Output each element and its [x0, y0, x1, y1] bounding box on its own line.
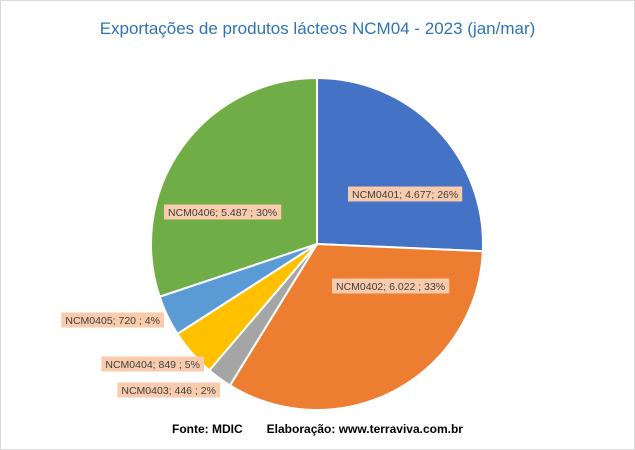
data-label-text: NCM0405; 720 ; 4%: [65, 315, 160, 327]
data-label-text: NCM0406; 5.487 ; 30%: [168, 207, 277, 219]
data-label-ncm0401: NCM0401; 4.677; 26%: [348, 186, 463, 202]
data-label-box: [101, 356, 204, 372]
footer: Fonte: MDIC Elaboração: www.terraviva.com…: [1, 422, 634, 436]
data-label-text: NCM0401; 4.677; 26%: [352, 189, 458, 201]
data-label-box: [117, 382, 220, 398]
pie-slices: [150, 76, 484, 411]
source-note: Fonte: MDIC: [172, 422, 243, 436]
data-label-box: [348, 186, 463, 202]
data-label-ncm0403: NCM0403; 446 ; 2%: [117, 382, 220, 398]
chart-title: Exportações de produtos lácteos NCM04 - …: [99, 19, 536, 38]
data-label-box: [332, 278, 450, 294]
data-labels: NCM0401; 4.677; 26% NCM0402; 6.022 ; 33% N…: [61, 186, 463, 398]
data-label-ncm0406: NCM0406; 5.487 ; 30%: [164, 204, 282, 220]
data-label-ncm0404: NCM0404; 849 ; 5%: [101, 356, 204, 372]
pie-slice-ncm0406: [150, 76, 318, 299]
pie-slice-ncm0401: [316, 76, 484, 253]
data-label-box: [61, 312, 164, 328]
data-label-text: NCM0403; 446 ; 2%: [121, 385, 216, 397]
data-label-ncm0405: NCM0405; 720 ; 4%: [61, 312, 164, 328]
data-label-text: NCM0404; 849 ; 5%: [105, 359, 200, 371]
credit-note: Elaboração: www.terraviva.com.br: [266, 422, 463, 436]
data-label-text: NCM0402; 6.022 ; 33%: [336, 281, 445, 293]
data-label-ncm0402: NCM0402; 6.022 ; 33%: [332, 278, 450, 294]
data-label-box: [164, 204, 282, 220]
